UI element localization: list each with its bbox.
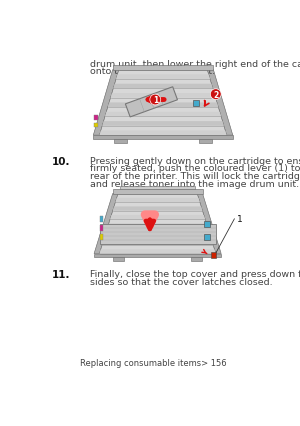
FancyBboxPatch shape: [100, 216, 104, 222]
Polygon shape: [100, 194, 216, 254]
Polygon shape: [191, 258, 202, 261]
Text: sides so that the cover latches closed.: sides so that the cover latches closed.: [90, 277, 273, 286]
Polygon shape: [102, 122, 224, 127]
FancyBboxPatch shape: [204, 234, 210, 240]
Polygon shape: [102, 241, 213, 245]
Text: drum unit, then lower the right end of the cartridge down: drum unit, then lower the right end of t…: [90, 60, 300, 69]
FancyBboxPatch shape: [100, 235, 104, 241]
Polygon shape: [207, 71, 233, 136]
Circle shape: [150, 95, 161, 106]
Text: rear of the printer. This will lock the cartridge into place: rear of the printer. This will lock the …: [90, 172, 300, 181]
Polygon shape: [200, 140, 212, 144]
Text: Finally, close the top cover and press down firmly at both: Finally, close the top cover and press d…: [90, 269, 300, 278]
FancyBboxPatch shape: [204, 222, 210, 228]
Polygon shape: [197, 194, 221, 254]
Polygon shape: [116, 199, 200, 203]
Polygon shape: [110, 216, 205, 220]
Polygon shape: [120, 187, 195, 190]
Text: 2: 2: [213, 90, 218, 99]
Text: 1: 1: [153, 96, 158, 105]
FancyBboxPatch shape: [94, 124, 98, 128]
Polygon shape: [100, 71, 226, 136]
Polygon shape: [125, 88, 178, 118]
Polygon shape: [107, 224, 208, 228]
Polygon shape: [113, 207, 202, 211]
FancyBboxPatch shape: [94, 115, 98, 120]
Text: Replacing consumable items> 156: Replacing consumable items> 156: [80, 359, 227, 368]
Polygon shape: [105, 233, 210, 237]
Text: 10.: 10.: [52, 156, 70, 166]
Text: onto the image drum unit.: onto the image drum unit.: [90, 67, 215, 76]
Polygon shape: [94, 194, 118, 254]
Polygon shape: [100, 250, 216, 254]
Circle shape: [210, 89, 221, 100]
Polygon shape: [108, 103, 218, 108]
Polygon shape: [93, 71, 119, 136]
Polygon shape: [93, 136, 233, 140]
FancyBboxPatch shape: [100, 225, 104, 232]
Polygon shape: [113, 84, 213, 89]
FancyBboxPatch shape: [193, 101, 199, 107]
Polygon shape: [105, 112, 221, 117]
Text: 1: 1: [237, 215, 242, 224]
Polygon shape: [100, 131, 226, 136]
Polygon shape: [111, 94, 215, 98]
Text: firmly seated, push the coloured lever (1) towards the: firmly seated, push the coloured lever (…: [90, 164, 300, 173]
Polygon shape: [113, 190, 202, 194]
Polygon shape: [114, 140, 127, 144]
Text: 11.: 11.: [52, 269, 70, 279]
Text: and release toner into the image drum unit.: and release toner into the image drum un…: [90, 179, 299, 188]
FancyBboxPatch shape: [211, 253, 216, 258]
Polygon shape: [94, 254, 221, 258]
Polygon shape: [113, 66, 213, 71]
Polygon shape: [116, 75, 210, 80]
Text: Pressing gently down on the cartridge to ensure that it is: Pressing gently down on the cartridge to…: [90, 156, 300, 165]
Polygon shape: [113, 258, 124, 261]
Polygon shape: [100, 225, 216, 245]
